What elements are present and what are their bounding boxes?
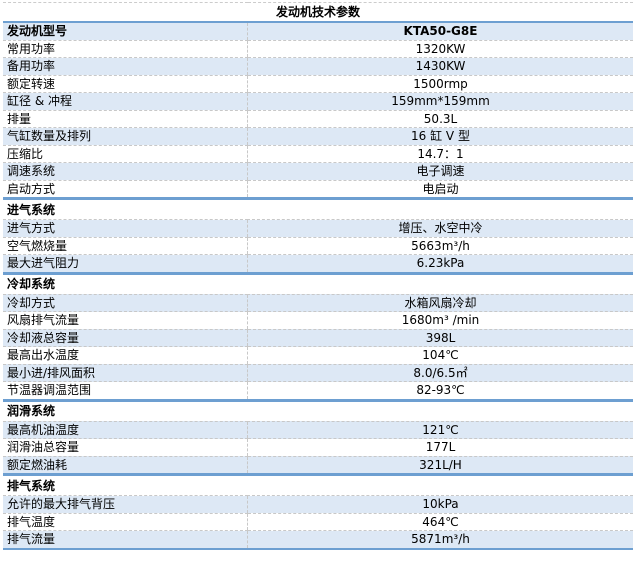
table-row: 最高机油温度 121℃ [3, 421, 633, 439]
param-value: 水箱风扇冷却 [247, 294, 633, 312]
param-label: 启动方式 [3, 180, 248, 199]
param-label: 调速系统 [3, 162, 248, 181]
param-label: 排气温度 [3, 513, 248, 531]
param-value: 398L [247, 329, 633, 347]
table-row: 气缸数量及排列 16 缸 V 型 [3, 127, 633, 146]
table-row: 节温器调温范围 82-93℃ [3, 381, 633, 401]
table-row: 备用功率 1430KW [3, 57, 633, 76]
model-value: KTA50-G8E [247, 21, 633, 41]
param-value: 增压、水空中冷 [247, 219, 633, 238]
param-label: 排量 [3, 110, 248, 128]
param-value: 321L/H [247, 456, 633, 475]
table-row: 额定燃油耗 321L/H [3, 456, 633, 475]
section-title: 润滑系统 [3, 398, 633, 422]
param-value: 82-93℃ [247, 381, 633, 401]
param-label: 压缩比 [3, 145, 248, 163]
table-row: 允许的最大排气背压 10kPa [3, 495, 633, 514]
param-label: 空气燃烧量 [3, 237, 248, 255]
section-header: 润滑系统 [3, 398, 633, 422]
param-value: 1500rmp [247, 75, 633, 93]
table-row: 排气流量 5871m³/h [3, 530, 633, 550]
param-label: 气缸数量及排列 [3, 127, 248, 146]
param-value: 121℃ [247, 421, 633, 439]
param-label: 常用功率 [3, 40, 248, 58]
table-title-row: 发动机技术参数 [3, 2, 633, 23]
model-row: 发动机型号 KTA50-G8E [3, 21, 633, 41]
table-row: 缸径 & 冲程 159mm*159mm [3, 92, 633, 111]
table-row: 启动方式 电启动 [3, 180, 633, 199]
param-value: 104℃ [247, 346, 633, 365]
section-title: 排气系统 [3, 473, 633, 496]
section-title: 冷却系统 [3, 271, 633, 295]
table-row: 冷却液总容量 398L [3, 329, 633, 347]
param-label: 润滑油总容量 [3, 438, 248, 457]
param-label: 允许的最大排气背压 [3, 495, 248, 514]
param-value: 464℃ [247, 513, 633, 531]
param-label: 冷却液总容量 [3, 329, 248, 347]
table-row: 额定转速 1500rmp [3, 75, 633, 93]
table-row: 最高出水温度 104℃ [3, 346, 633, 365]
table-title: 发动机技术参数 [3, 2, 633, 23]
param-value: 电启动 [247, 180, 633, 199]
param-value: 177L [247, 438, 633, 457]
param-label: 最高机油温度 [3, 421, 248, 439]
param-value: 10kPa [247, 495, 633, 514]
table-row: 润滑油总容量 177L [3, 438, 633, 457]
table-row: 调速系统 电子调速 [3, 162, 633, 181]
param-label: 排气流量 [3, 530, 248, 550]
section-header: 进气系统 [3, 197, 633, 220]
param-value: 16 缸 V 型 [247, 127, 633, 146]
param-label: 最小进/排风面积 [3, 364, 248, 382]
param-label: 节温器调温范围 [3, 381, 248, 401]
param-value: 电子调速 [247, 162, 633, 181]
table-row: 最大进气阻力 6.23kPa [3, 254, 633, 274]
table-row: 排量 50.3L [3, 110, 633, 128]
table-row: 进气方式 增压、水空中冷 [3, 219, 633, 238]
param-value: 159mm*159mm [247, 92, 633, 111]
param-label: 缸径 & 冲程 [3, 92, 248, 111]
param-value: 1430KW [247, 57, 633, 76]
table-row: 排气温度 464℃ [3, 513, 633, 531]
param-label: 风扇排气流量 [3, 311, 248, 330]
table-row: 空气燃烧量 5663m³/h [3, 237, 633, 255]
model-label: 发动机型号 [3, 21, 248, 41]
section-header: 排气系统 [3, 473, 633, 496]
param-label: 额定燃油耗 [3, 456, 248, 475]
table-row: 风扇排气流量 1680m³ /min [3, 311, 633, 330]
param-value: 1680m³ /min [247, 311, 633, 330]
param-label: 最大进气阻力 [3, 254, 248, 274]
section-header: 冷却系统 [3, 271, 633, 295]
param-value: 5871m³/h [247, 530, 633, 550]
param-value: 50.3L [247, 110, 633, 128]
param-label: 额定转速 [3, 75, 248, 93]
table-row: 冷却方式 水箱风扇冷却 [3, 294, 633, 312]
param-value: 5663m³/h [247, 237, 633, 255]
engine-spec-table: 发动机技术参数 发动机型号 KTA50-G8E 常用功率 1320KW 备用功率 143… [3, 2, 633, 550]
section-title: 进气系统 [3, 197, 633, 220]
param-value: 8.0/6.5㎡ [247, 364, 633, 382]
table-row: 常用功率 1320KW [3, 40, 633, 58]
param-label: 进气方式 [3, 219, 248, 238]
param-value: 1320KW [247, 40, 633, 58]
param-value: 6.23kPa [247, 254, 633, 274]
param-label: 最高出水温度 [3, 346, 248, 365]
table-row: 最小进/排风面积 8.0/6.5㎡ [3, 364, 633, 382]
param-label: 冷却方式 [3, 294, 248, 312]
param-value: 14.7：1 [247, 145, 633, 163]
table-row: 压缩比 14.7：1 [3, 145, 633, 163]
param-label: 备用功率 [3, 57, 248, 76]
